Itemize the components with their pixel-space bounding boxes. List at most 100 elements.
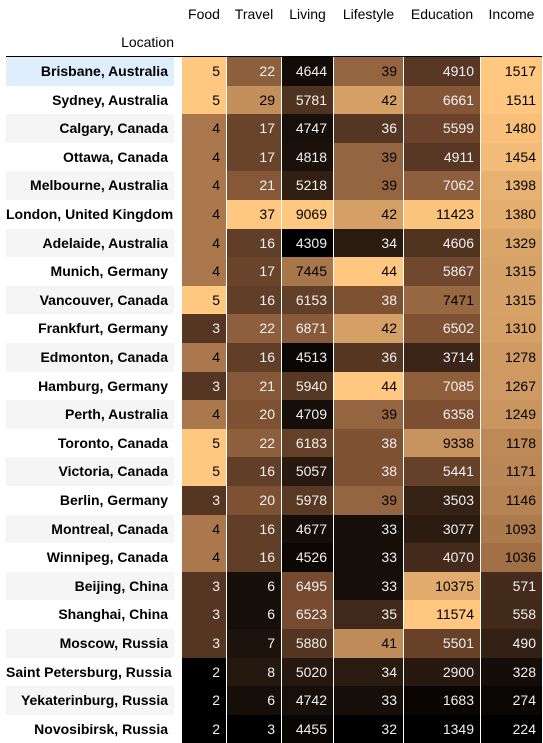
cell-living: 5940 (282, 371, 333, 401)
cell-living: 6183 (282, 428, 333, 458)
cell-education: 5441 (404, 457, 480, 486)
table-row: Munich, Germany 4 17 7445 44 5867 1315 (0, 257, 543, 286)
cell-education: 1683 (404, 686, 480, 715)
row-label: Berlin, Germany (59, 492, 168, 508)
cell-travel: 6 (227, 571, 281, 601)
cell-living: 4455 (282, 714, 333, 743)
column-header-living: Living (289, 6, 326, 22)
cell-living: 4309 (282, 228, 333, 258)
cell-lifestyle: 35 (334, 600, 403, 629)
cell-lifestyle: 42 (334, 314, 403, 343)
cell-education: 10375 (404, 571, 480, 601)
cell-travel: 20 (227, 486, 281, 515)
row-label: London, United Kingdom (6, 206, 174, 222)
cell-education: 1349 (404, 714, 480, 743)
cell-education: 4910 (404, 57, 480, 86)
cell-lifestyle: 38 (334, 428, 403, 458)
cell-travel: 21 (227, 371, 281, 401)
cell-education: 4070 (404, 543, 480, 572)
cell-education: 7471 (404, 285, 480, 315)
cell-living: 5020 (282, 657, 333, 687)
cell-travel: 22 (227, 57, 281, 86)
table-row: Victoria, Canada 5 16 5057 38 5441 1171 (0, 457, 543, 486)
row-label: Munich, Germany (50, 263, 168, 280)
cell-food: 4 (182, 514, 226, 544)
cell-income: 571 (481, 571, 542, 601)
table-row: Shanghai, China 3 6 6523 35 11574 558 (0, 600, 543, 629)
cell-education: 4911 (404, 142, 480, 172)
cell-income: 558 (481, 600, 542, 629)
cell-travel: 16 (227, 285, 281, 315)
cell-education: 3714 (404, 343, 480, 372)
table-row: Hamburg, Germany 3 21 5940 44 7085 1267 (0, 371, 543, 401)
table-row: Toronto, Canada 5 22 6183 38 9338 1178 (0, 428, 543, 458)
cell-food: 3 (182, 629, 226, 658)
cell-living: 5781 (282, 85, 333, 115)
row-label: Saint Petersburg, Russia (6, 663, 172, 680)
cell-lifestyle: 33 (334, 571, 403, 601)
cell-education: 11423 (404, 200, 480, 229)
cell-living: 4709 (282, 400, 333, 429)
cell-food: 2 (182, 657, 226, 687)
table-row: Yekaterinburg, Russia 2 6 4742 33 1683 274 (0, 686, 543, 715)
cell-travel: 17 (227, 142, 281, 172)
cell-income: 224 (481, 714, 542, 743)
cell-food: 5 (182, 285, 226, 315)
cell-education: 7062 (404, 171, 480, 200)
row-label: Winnipeg, Canada (46, 549, 168, 566)
cell-living: 4513 (282, 343, 333, 372)
cell-lifestyle: 36 (334, 114, 403, 143)
cell-education: 5599 (404, 114, 480, 143)
table-row: Edmonton, Canada 4 16 4513 36 3714 1278 (0, 343, 543, 372)
cell-living: 5880 (282, 629, 333, 658)
cell-food: 5 (182, 428, 226, 458)
cell-food: 2 (182, 714, 226, 743)
cell-living: 4644 (282, 57, 333, 86)
cell-travel: 20 (227, 400, 281, 429)
table-row: Beijing, China 3 6 6495 33 10375 571 (0, 571, 543, 601)
cell-travel: 17 (227, 257, 281, 286)
cell-lifestyle: 34 (334, 657, 403, 687)
row-label: Toronto, Canada (57, 434, 168, 451)
cell-travel: 22 (227, 314, 281, 343)
cell-food: 4 (182, 142, 226, 172)
cell-income: 1249 (481, 400, 542, 429)
cell-food: 4 (182, 343, 226, 372)
table-row: Melbourne, Australia 4 21 5218 39 7062 1398 (0, 171, 543, 200)
cell-income: 1380 (481, 200, 542, 229)
row-label: Brisbane, Australia (6, 57, 174, 86)
table-row: Ottawa, Canada 4 17 4818 39 4911 1454 (0, 142, 543, 172)
row-label: Melbourne, Australia (6, 171, 174, 200)
cell-food: 4 (182, 228, 226, 258)
cell-lifestyle: 38 (334, 457, 403, 486)
cell-education: 9338 (404, 428, 480, 458)
cell-education: 11574 (404, 600, 480, 629)
table-row: Adelaide, Australia 4 16 4309 34 4606 1329 (0, 228, 543, 258)
row-label: Edmonton, Canada (6, 343, 174, 372)
cell-lifestyle: 39 (334, 57, 403, 86)
cell-lifestyle: 33 (334, 543, 403, 572)
cell-food: 3 (182, 371, 226, 401)
cell-income: 1093 (481, 514, 542, 544)
cell-travel: 3 (227, 714, 281, 743)
cell-food: 4 (182, 257, 226, 286)
cell-income: 1178 (481, 428, 542, 458)
cell-travel: 16 (227, 514, 281, 544)
cell-travel: 16 (227, 228, 281, 258)
table-row: London, United Kingdom 4 37 9069 42 11423 1380 (0, 200, 543, 229)
row-label: Sydney, Australia (52, 91, 168, 108)
column-header-travel: Travel (234, 6, 274, 22)
cell-travel: 37 (227, 200, 281, 229)
cell-living: 4747 (282, 114, 333, 143)
cell-lifestyle: 34 (334, 228, 403, 258)
cell-income: 1171 (481, 457, 542, 486)
table-row: Saint Petersburg, Russia 2 8 5020 34 2900 328 (0, 657, 543, 687)
cell-income: 1315 (481, 285, 542, 315)
cell-education: 6661 (404, 85, 480, 115)
cell-income: 1267 (481, 371, 542, 401)
cell-living: 4526 (282, 543, 333, 572)
cell-education: 3503 (404, 486, 480, 515)
row-label: Shanghai, China (58, 606, 168, 623)
row-label: Adelaide, Australia (6, 228, 174, 258)
